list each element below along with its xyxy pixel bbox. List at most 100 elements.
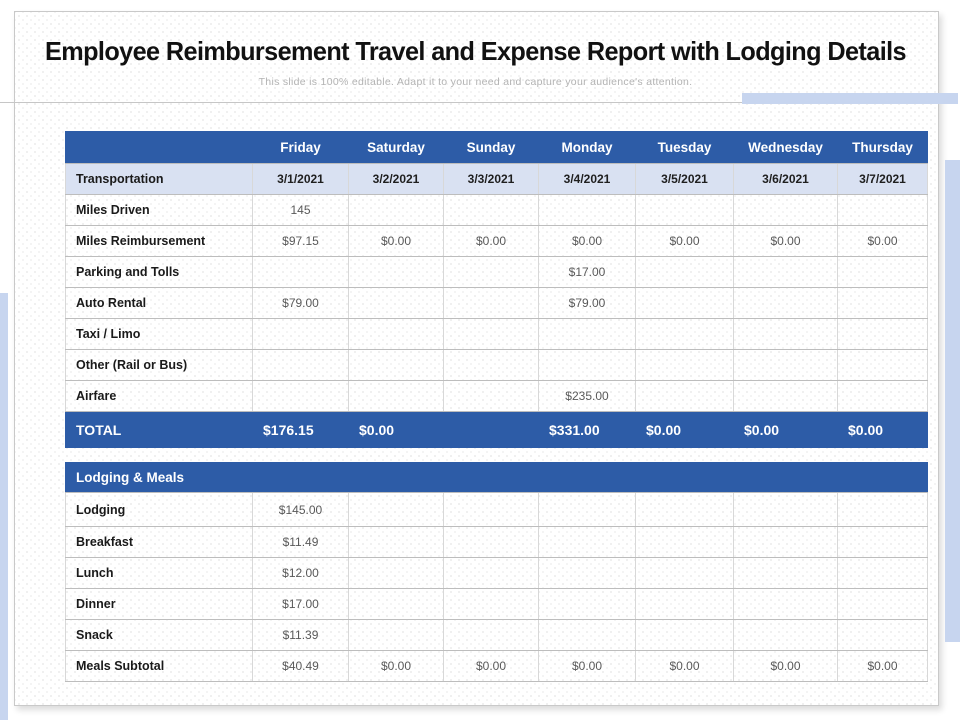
row-label: Miles Reimbursement [65, 225, 253, 257]
cell-value [348, 619, 444, 651]
cell-value [443, 557, 539, 589]
lodging-meals-header-row: Lodging & Meals [65, 462, 928, 493]
row-label: Auto Rental [65, 287, 253, 319]
cell-value [837, 349, 928, 381]
lodging-meals-table: Lodging & Meals Lodging $145.00 Breakfast $1… [65, 462, 928, 682]
total-row: TOTAL $176.15 $0.00 $331.00 $0.00 $0.00 $0.00 [65, 411, 928, 448]
day-header: Saturday [348, 131, 444, 164]
cell-value: 3/7/2021 [837, 163, 928, 195]
cell-value [733, 526, 838, 558]
lodging-row: Lunch $12.00 [65, 557, 928, 589]
cell-value [443, 256, 539, 288]
cell-value [837, 588, 928, 620]
cell-value [733, 619, 838, 651]
cell-value: $17.00 [538, 256, 636, 288]
total-value: $0.00 [733, 411, 838, 448]
day-header: Monday [538, 131, 636, 164]
cell-value [733, 557, 838, 589]
accent-bar-left [0, 293, 8, 720]
cell-value [733, 256, 838, 288]
cell-value: $11.39 [252, 619, 349, 651]
cell-value [348, 380, 444, 412]
lodging-row: Snack $11.39 [65, 619, 928, 651]
title-divider-line [0, 102, 744, 103]
cell-value [837, 318, 928, 350]
cell-value [635, 349, 734, 381]
cell-value [733, 588, 838, 620]
cell-value [538, 588, 636, 620]
cell-value: $11.49 [252, 526, 349, 558]
total-label: TOTAL [65, 411, 253, 448]
cell-value: $0.00 [348, 650, 444, 682]
row-label: Snack [65, 619, 253, 651]
cell-value: $0.00 [635, 225, 734, 257]
total-value: $176.15 [252, 411, 349, 448]
cell-value [443, 349, 539, 381]
cell-value [443, 492, 539, 527]
cell-value [635, 194, 734, 226]
cell-value: $79.00 [538, 287, 636, 319]
accent-bar-top-right [742, 93, 958, 104]
row-label: Lodging [65, 492, 253, 527]
cell-value [252, 318, 349, 350]
cell-value [635, 492, 734, 527]
lodging-row: Meals Subtotal $40.49 $0.00 $0.00 $0.00 $0.00… [65, 650, 928, 682]
cell-value [733, 349, 838, 381]
corner-cell [65, 131, 253, 164]
cell-value [252, 256, 349, 288]
row-label: Taxi / Limo [65, 318, 253, 350]
lodging-row: Dinner $17.00 [65, 588, 928, 620]
cell-value: 3/6/2021 [733, 163, 838, 195]
cell-value [252, 349, 349, 381]
cell-value [635, 318, 734, 350]
total-value: $0.00 [348, 411, 444, 448]
cell-value [837, 287, 928, 319]
cell-value [443, 380, 539, 412]
cell-value: $0.00 [635, 650, 734, 682]
day-header-row: Friday Saturday Sunday Monday Tuesday Wednesd… [65, 131, 928, 164]
cell-value [348, 349, 444, 381]
cell-value [837, 492, 928, 527]
cell-value: $0.00 [443, 650, 539, 682]
cell-value: 145 [252, 194, 349, 226]
cell-value [733, 492, 838, 527]
cell-value [635, 287, 734, 319]
cell-value: $12.00 [252, 557, 349, 589]
row-label: Parking and Tolls [65, 256, 253, 288]
cell-value: $0.00 [443, 225, 539, 257]
expense-table: Friday Saturday Sunday Monday Tuesday Wednesd… [65, 131, 928, 448]
expense-row: Airfare $235.00 [65, 380, 928, 412]
cell-value: 3/1/2021 [252, 163, 349, 195]
row-label: Other (Rail or Bus) [65, 349, 253, 381]
cell-value [252, 380, 349, 412]
row-label: Breakfast [65, 526, 253, 558]
expense-row: Parking and Tolls $17.00 [65, 256, 928, 288]
row-label: Dinner [65, 588, 253, 620]
cell-value: $40.49 [252, 650, 349, 682]
day-header: Thursday [837, 131, 928, 164]
cell-value [538, 194, 636, 226]
cell-value [348, 526, 444, 558]
cell-value [443, 194, 539, 226]
cell-value [538, 492, 636, 527]
row-label: Transportation [65, 163, 253, 195]
cell-value [348, 492, 444, 527]
cell-value [837, 557, 928, 589]
cell-value [733, 318, 838, 350]
cell-value: $0.00 [733, 650, 838, 682]
cell-value: 3/5/2021 [635, 163, 734, 195]
cell-value [733, 194, 838, 226]
cell-value [733, 287, 838, 319]
expense-row: Miles Driven 145 [65, 194, 928, 226]
cell-value: $0.00 [538, 650, 636, 682]
cell-value [635, 619, 734, 651]
cell-value: 3/3/2021 [443, 163, 539, 195]
cell-value [443, 526, 539, 558]
cell-value [837, 380, 928, 412]
cell-value [538, 557, 636, 589]
total-value: $331.00 [538, 411, 636, 448]
cell-value [635, 588, 734, 620]
total-value: $0.00 [837, 411, 928, 448]
cell-value: $0.00 [733, 225, 838, 257]
cell-value [538, 349, 636, 381]
